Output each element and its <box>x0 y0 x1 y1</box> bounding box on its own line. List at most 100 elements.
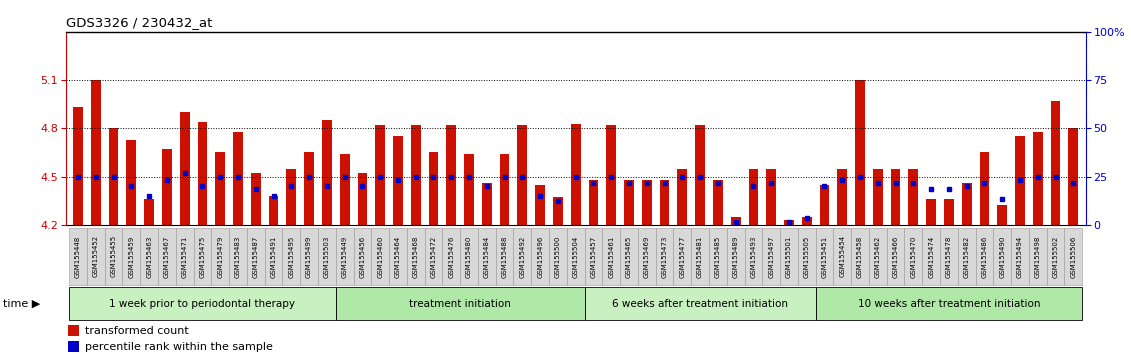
Bar <box>495 228 513 285</box>
Bar <box>74 107 83 225</box>
Text: GSM155488: GSM155488 <box>501 235 508 278</box>
Bar <box>1064 228 1082 285</box>
Text: GSM155454: GSM155454 <box>839 235 845 278</box>
Bar <box>638 228 656 285</box>
Bar <box>532 228 549 285</box>
Bar <box>211 228 230 285</box>
Text: time ▶: time ▶ <box>3 299 41 309</box>
Bar <box>122 228 140 285</box>
Bar <box>251 173 260 225</box>
Bar <box>744 228 762 285</box>
Text: transformed count: transformed count <box>85 326 189 336</box>
Bar <box>336 228 354 285</box>
Text: GSM155498: GSM155498 <box>1035 235 1041 278</box>
Bar <box>478 228 495 285</box>
Text: GSM155494: GSM155494 <box>1017 235 1024 278</box>
Bar <box>922 228 940 285</box>
Text: GSM155473: GSM155473 <box>662 235 667 278</box>
Text: GSM155451: GSM155451 <box>821 235 828 278</box>
Bar <box>673 228 691 285</box>
Bar <box>371 228 389 285</box>
Bar <box>68 325 79 336</box>
Bar <box>464 154 474 225</box>
Bar <box>283 228 300 285</box>
Bar <box>659 180 670 225</box>
Text: 10 weeks after treatment initiation: 10 weeks after treatment initiation <box>857 298 1041 309</box>
Text: GSM155471: GSM155471 <box>182 235 188 278</box>
Text: GSM155505: GSM155505 <box>804 235 810 278</box>
Bar <box>411 125 421 225</box>
Bar <box>802 217 812 225</box>
Bar <box>265 228 283 285</box>
Bar <box>837 169 847 225</box>
Text: percentile rank within the sample: percentile rank within the sample <box>85 342 273 352</box>
Bar <box>105 228 122 285</box>
Bar <box>304 153 314 225</box>
Bar <box>1016 136 1025 225</box>
Text: GSM155466: GSM155466 <box>892 235 899 278</box>
Bar <box>535 184 545 225</box>
Text: GSM155490: GSM155490 <box>999 235 1005 278</box>
Text: GSM155487: GSM155487 <box>252 235 259 278</box>
Bar <box>727 228 744 285</box>
Bar <box>606 125 616 225</box>
Text: GSM155448: GSM155448 <box>75 235 81 278</box>
Bar <box>585 228 603 285</box>
Bar <box>354 228 371 285</box>
Bar <box>940 228 958 285</box>
Text: GSM155496: GSM155496 <box>537 235 543 278</box>
Bar <box>198 122 207 225</box>
Text: GSM155477: GSM155477 <box>680 235 685 278</box>
Bar <box>1011 228 1029 285</box>
Text: GSM155484: GSM155484 <box>484 235 490 278</box>
Bar <box>68 341 79 353</box>
Bar <box>394 136 403 225</box>
Bar <box>797 228 815 285</box>
Bar <box>518 125 527 225</box>
Text: GSM155460: GSM155460 <box>377 235 383 278</box>
Bar <box>905 228 922 285</box>
Text: GSM155455: GSM155455 <box>111 235 116 278</box>
Text: GSM155479: GSM155479 <box>217 235 223 278</box>
Bar <box>873 169 882 225</box>
Bar <box>286 169 296 225</box>
Bar <box>553 198 563 225</box>
Text: GSM155459: GSM155459 <box>128 235 135 278</box>
Bar <box>158 228 175 285</box>
Bar <box>891 169 900 225</box>
Bar <box>1051 101 1061 225</box>
Bar <box>887 228 905 285</box>
Text: GSM155501: GSM155501 <box>786 235 792 278</box>
Text: GSM155478: GSM155478 <box>946 235 952 278</box>
Text: GSM155475: GSM155475 <box>199 235 206 278</box>
Text: GSM155482: GSM155482 <box>964 235 969 278</box>
Bar <box>815 287 1082 320</box>
Text: GSM155465: GSM155465 <box>625 235 632 278</box>
Bar <box>585 287 815 320</box>
Bar <box>820 184 829 225</box>
Bar <box>834 228 852 285</box>
Bar <box>318 228 336 285</box>
Bar <box>407 228 424 285</box>
Text: GSM155457: GSM155457 <box>590 235 596 278</box>
Bar <box>145 199 154 225</box>
Bar <box>762 228 780 285</box>
Bar <box>624 180 633 225</box>
Bar <box>233 132 243 225</box>
Bar <box>815 228 834 285</box>
Text: GSM155462: GSM155462 <box>874 235 881 278</box>
Bar <box>993 228 1011 285</box>
Bar <box>375 125 385 225</box>
Bar <box>571 124 580 225</box>
Bar <box>175 228 193 285</box>
Bar <box>944 199 953 225</box>
Bar <box>180 112 190 225</box>
Text: GSM155470: GSM155470 <box>910 235 916 278</box>
Text: GSM155456: GSM155456 <box>360 235 365 278</box>
Bar <box>588 180 598 225</box>
Bar <box>247 228 265 285</box>
Bar <box>339 154 349 225</box>
Bar <box>780 228 797 285</box>
Bar <box>500 154 509 225</box>
Bar <box>603 228 620 285</box>
